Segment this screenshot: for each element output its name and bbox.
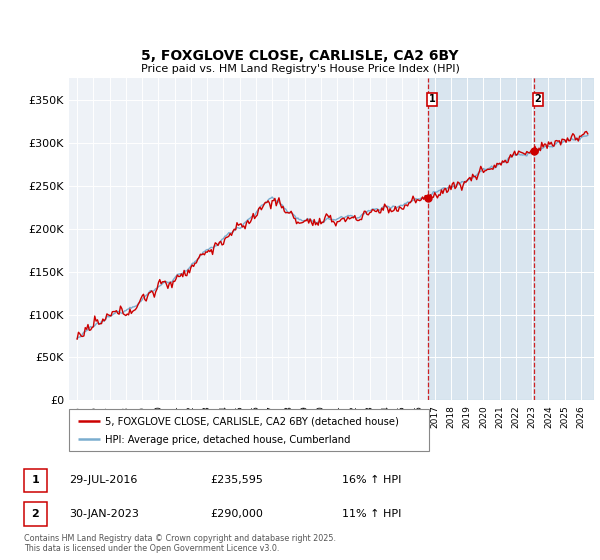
Text: 16% ↑ HPI: 16% ↑ HPI <box>342 475 401 486</box>
Text: Price paid vs. HM Land Registry's House Price Index (HPI): Price paid vs. HM Land Registry's House … <box>140 64 460 74</box>
Text: £235,595: £235,595 <box>210 475 263 486</box>
Text: 29-JUL-2016: 29-JUL-2016 <box>69 475 137 486</box>
FancyBboxPatch shape <box>69 409 429 451</box>
Text: 2: 2 <box>534 94 541 104</box>
Text: HPI: Average price, detached house, Cumberland: HPI: Average price, detached house, Cumb… <box>105 435 350 445</box>
Text: 5, FOXGLOVE CLOSE, CARLISLE, CA2 6BY: 5, FOXGLOVE CLOSE, CARLISLE, CA2 6BY <box>141 49 459 63</box>
Text: Contains HM Land Registry data © Crown copyright and database right 2025.
This d: Contains HM Land Registry data © Crown c… <box>24 534 336 553</box>
Text: 1: 1 <box>32 475 39 486</box>
Bar <box>428 78 594 400</box>
Text: 11% ↑ HPI: 11% ↑ HPI <box>342 509 401 519</box>
Text: 1: 1 <box>428 94 436 104</box>
Text: £290,000: £290,000 <box>210 509 263 519</box>
Text: 30-JAN-2023: 30-JAN-2023 <box>69 509 139 519</box>
Text: 2: 2 <box>32 509 39 519</box>
Text: 5, FOXGLOVE CLOSE, CARLISLE, CA2 6BY (detached house): 5, FOXGLOVE CLOSE, CARLISLE, CA2 6BY (de… <box>105 417 399 426</box>
